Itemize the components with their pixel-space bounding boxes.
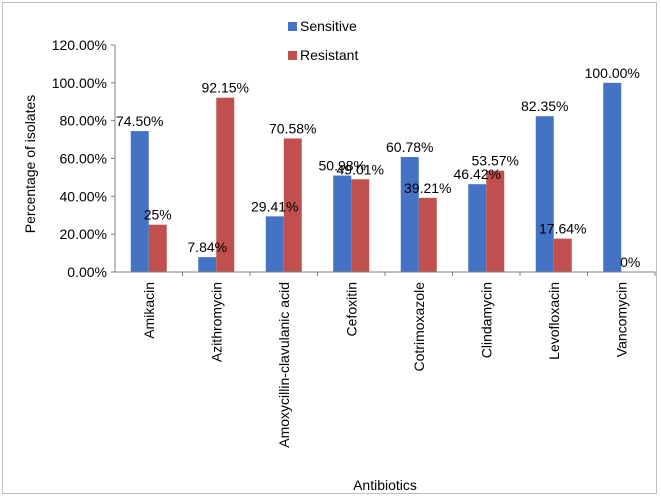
bar-resistant xyxy=(553,238,572,272)
data-label-sensitive: 74.50% xyxy=(116,113,163,129)
x-axis: Amikacin Azithromycin Amoxycillin-clavulan… xyxy=(115,271,656,448)
legend-swatch-resistant xyxy=(288,51,297,60)
bar-sensitive xyxy=(265,216,284,272)
bar-sensitive xyxy=(400,157,419,272)
data-label-resistant: 92.15% xyxy=(202,80,249,96)
x-axis-title: Antibiotics xyxy=(353,477,417,493)
y-tick-label: 80.00% xyxy=(60,113,107,129)
data-label-sensitive: 82.35% xyxy=(521,98,568,114)
bar-resistant xyxy=(418,197,437,272)
data-label-sensitive: 7.84% xyxy=(187,239,227,255)
bar-sensitive xyxy=(130,131,149,272)
x-tick-label: Clindamycin xyxy=(478,282,494,358)
data-label-sensitive: 46.42% xyxy=(454,166,501,182)
bars xyxy=(130,82,622,272)
data-label-resistant: 49.01% xyxy=(337,161,384,177)
x-tick-label: Azithromycin xyxy=(208,282,224,362)
legend-label-resistant: Resistant xyxy=(300,47,358,63)
x-tick-label: Levofloxacin xyxy=(546,282,562,360)
data-label-resistant: 25% xyxy=(144,207,172,223)
legend-swatch-sensitive xyxy=(288,22,297,31)
data-label-resistant: 53.57% xyxy=(472,153,519,169)
y-tick-label: 100.00% xyxy=(52,75,107,91)
x-tick-label: Amikacin xyxy=(141,282,157,339)
data-label-resistant: 70.58% xyxy=(269,120,316,136)
data-label-sensitive: 60.78% xyxy=(386,139,433,155)
data-labels: 74.50% 25% 7.84% 92.15% 29.41% 70.58% 50.98%49… xyxy=(116,65,640,270)
legend-label-sensitive: Sensitive xyxy=(300,18,357,34)
bar-resistant xyxy=(148,224,167,272)
data-label-resistant: 39.21% xyxy=(404,180,451,196)
data-label-sensitive: 29.41% xyxy=(251,198,298,214)
y-axis: 0.00% 20.00% 40.00% 60.00% 80.00% 100.00% 120.… xyxy=(52,37,116,280)
bar-sensitive xyxy=(535,116,554,272)
y-tick-label: 0.00% xyxy=(67,264,107,280)
legend: Sensitive Resistant xyxy=(288,18,358,63)
data-label-resistant: 17.64% xyxy=(539,221,586,237)
data-label-sensitive: 100.00% xyxy=(585,65,640,81)
data-label-resistant: 0% xyxy=(620,254,640,270)
bar-resistant xyxy=(351,179,370,272)
bar-sensitive xyxy=(603,82,622,272)
x-tick-label: Amoxycillin-clavulanic acid xyxy=(276,282,292,448)
bar-sensitive xyxy=(198,257,217,272)
bar-resistant xyxy=(486,170,505,272)
y-axis-title: Percentage of isolates xyxy=(22,95,38,234)
y-tick-label: 20.00% xyxy=(60,226,107,242)
y-tick-label: 40.00% xyxy=(60,188,107,204)
y-tick-label: 120.00% xyxy=(52,37,107,53)
x-tick-label: Cotrimoxazole xyxy=(411,282,427,372)
x-tick-label: Vancomycin xyxy=(613,282,629,357)
data-label-sensitive: 50.98% xyxy=(319,158,366,174)
bar-sensitive xyxy=(333,175,352,272)
bar-sensitive xyxy=(468,184,487,272)
bar-resistant xyxy=(283,138,302,272)
bar-resistant xyxy=(216,97,235,272)
x-tick-label: Cefoxitin xyxy=(343,282,359,336)
y-tick-label: 60.00% xyxy=(60,151,107,167)
